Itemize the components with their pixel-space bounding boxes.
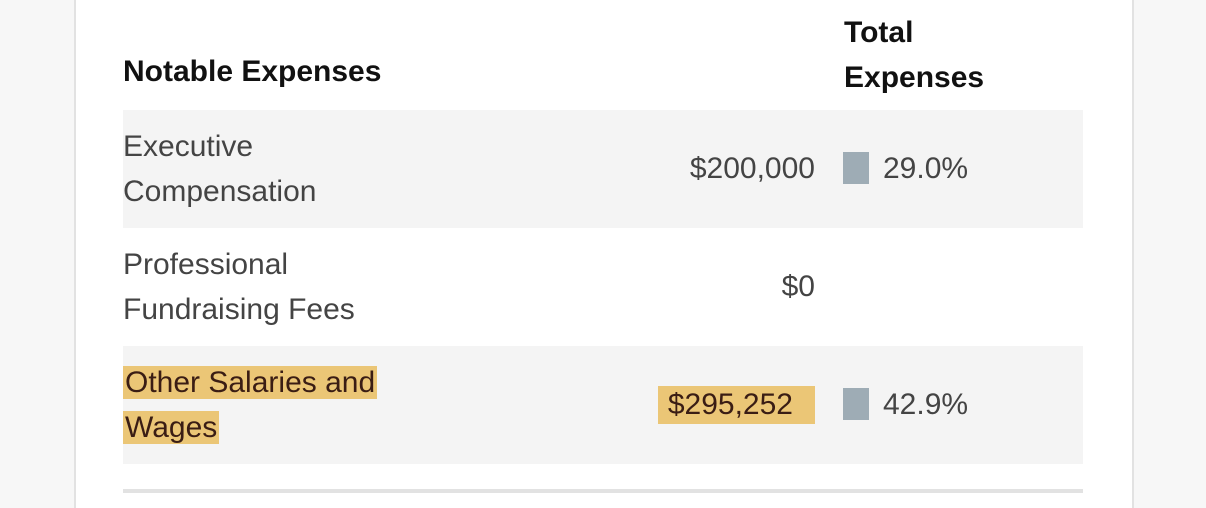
highlighted-text: Other Salaries and bbox=[123, 366, 378, 399]
table-header: Notable Expenses Total Expenses bbox=[123, 0, 1083, 110]
notable-expenses-table: Notable Expenses Total Expenses Executiv… bbox=[123, 0, 1083, 464]
row-amount: $0 bbox=[781, 270, 815, 303]
row-label: Professional Fundraising Fees bbox=[123, 248, 355, 326]
table-row: Professional Fundraising Fees $0 bbox=[123, 228, 1083, 346]
table-row: Executive Compensation $200,000 29.0% bbox=[123, 110, 1083, 228]
row-amount: $295,252 bbox=[657, 346, 815, 464]
percent-bar bbox=[843, 152, 869, 184]
header-total-expenses: Total Expenses bbox=[844, 10, 984, 100]
percent-bar bbox=[843, 388, 869, 420]
row-label: Other Salaries and Wages bbox=[123, 360, 443, 450]
row-amount: $200,000 bbox=[689, 152, 815, 185]
divider bbox=[123, 489, 1083, 493]
table-row: Other Salaries and Wages $295,252 42.9% bbox=[123, 346, 1083, 464]
highlighted-text: Wages bbox=[123, 411, 220, 444]
row-label: Executive Compensation bbox=[123, 130, 317, 208]
header-total-line2: Expenses bbox=[844, 61, 985, 94]
header-notable-expenses: Notable Expenses bbox=[123, 55, 382, 88]
highlighted-amount: $295,252 bbox=[657, 386, 815, 424]
row-percent: 29.0% bbox=[883, 152, 969, 185]
header-total-line1: Total bbox=[844, 16, 914, 49]
row-percent: 42.9% bbox=[883, 388, 969, 421]
